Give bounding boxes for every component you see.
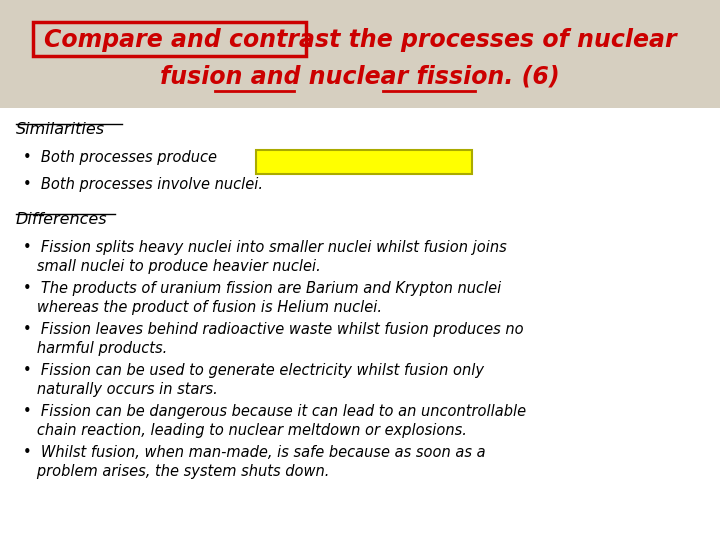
Text: •  Whilst fusion, when man-made, is safe because as soon as a: • Whilst fusion, when man-made, is safe … (23, 445, 486, 460)
Text: •  Fission can be dangerous because it can lead to an uncontrollable: • Fission can be dangerous because it ca… (23, 404, 526, 419)
Text: problem arises, the system shuts down.: problem arises, the system shuts down. (23, 464, 330, 480)
Text: naturally occurs in stars.: naturally occurs in stars. (23, 382, 217, 397)
Text: chain reaction, leading to nuclear meltdown or explosions.: chain reaction, leading to nuclear meltd… (23, 423, 467, 438)
Text: •  Both processes involve nuclei.: • Both processes involve nuclei. (23, 177, 263, 192)
Text: harmful products.: harmful products. (23, 341, 167, 356)
Text: Compare and contrast the processes of nuclear: Compare and contrast the processes of nu… (44, 29, 676, 52)
Text: •  Fission leaves behind radioactive waste whilst fusion produces no: • Fission leaves behind radioactive wast… (23, 322, 523, 337)
Text: small nuclei to produce heavier nuclei.: small nuclei to produce heavier nuclei. (23, 259, 321, 274)
Text: whereas the product of fusion is Helium nuclei.: whereas the product of fusion is Helium … (23, 300, 382, 315)
Text: fusion and nuclear fission. (6): fusion and nuclear fission. (6) (160, 65, 560, 89)
Text: Similarities: Similarities (16, 122, 105, 137)
Text: •  Both processes produce: • Both processes produce (23, 150, 217, 165)
Text: Differences: Differences (16, 212, 107, 227)
Text: •  Fission can be used to generate electricity whilst fusion only: • Fission can be used to generate electr… (23, 363, 484, 378)
Text: •  The products of uranium fission are Barium and Krypton nuclei: • The products of uranium fission are Ba… (23, 281, 501, 296)
Text: •  Fission splits heavy nuclei into smaller nuclei whilst fusion joins: • Fission splits heavy nuclei into small… (23, 240, 507, 255)
